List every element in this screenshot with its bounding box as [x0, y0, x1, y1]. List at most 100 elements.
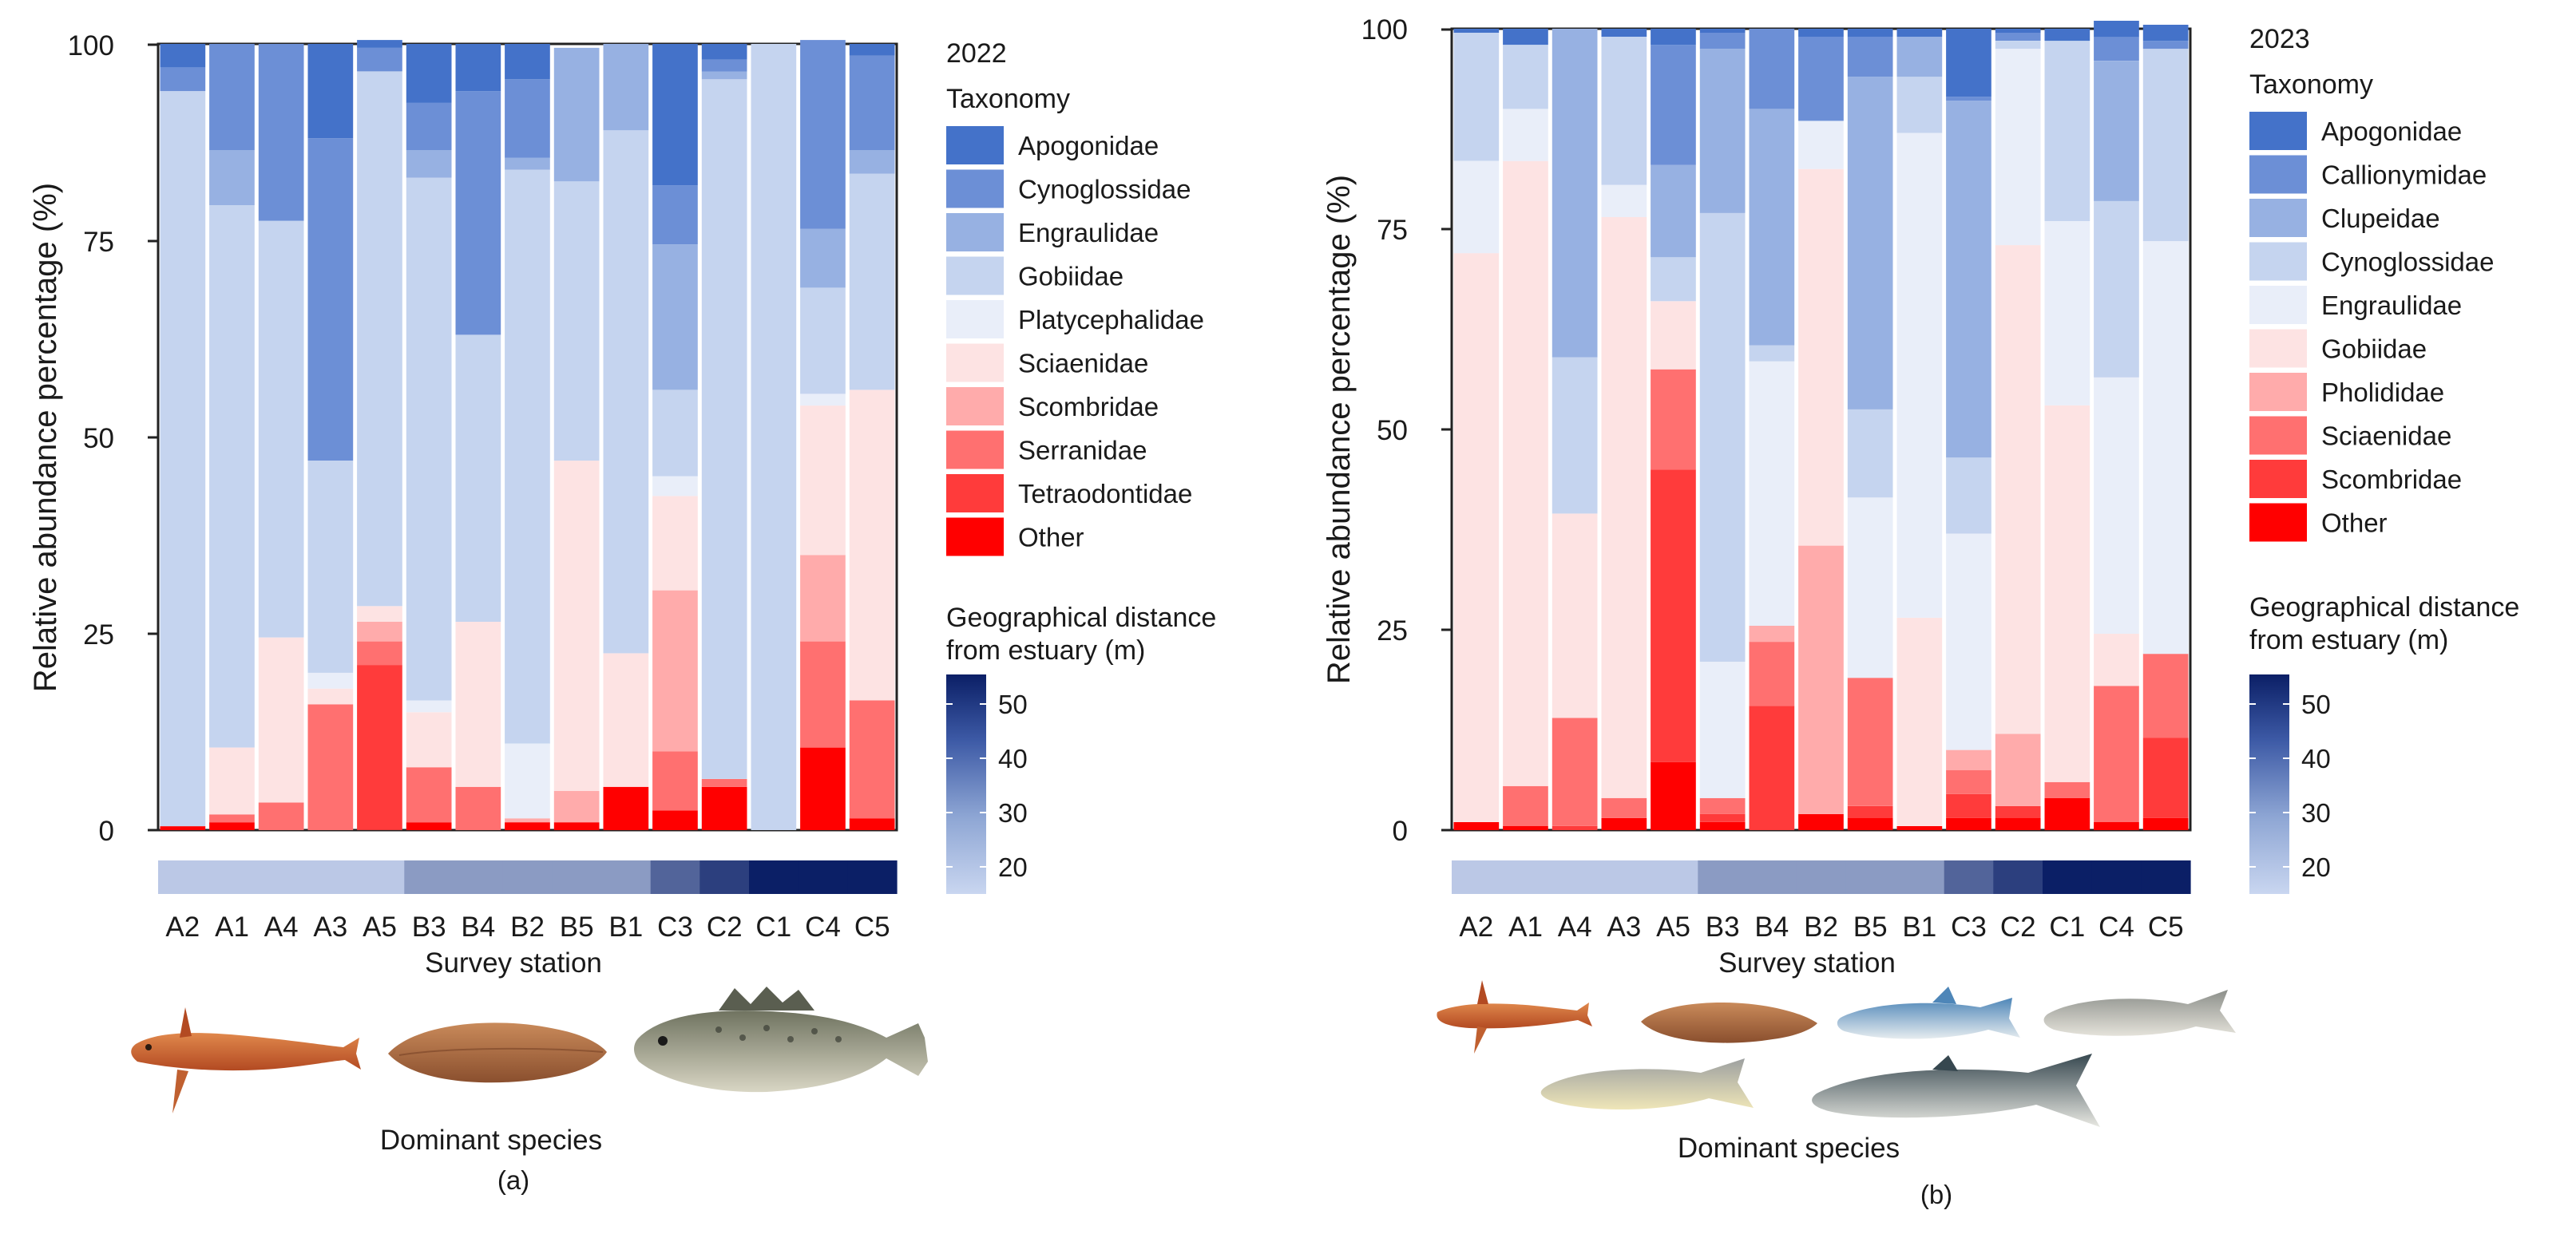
x-tick-label: C2 [2000, 912, 2036, 943]
y-tick-label: 25 [1377, 615, 1408, 647]
bar-segment-B2-engraulidae [1798, 121, 1844, 169]
legend-label-serranidae: Serranidae [1018, 436, 1147, 465]
y-tick-label: 50 [1377, 415, 1408, 446]
bar-segment-C5-other [849, 818, 895, 830]
bar-segment-C2-cynoglossidae [1995, 41, 2041, 49]
bar-segment-B2-pholididae [1798, 545, 1844, 814]
bar-segment-A1-cynoglossidae [1503, 45, 1548, 109]
bar-segment-C4-other [2094, 822, 2139, 830]
bar-segment-C2-gobiidae [1995, 245, 2041, 734]
bar-segment-A2-engraulidae [1453, 160, 1500, 254]
bar-segment-B5-engraulidae [553, 47, 600, 182]
legend-label-engraulidae: Engraulidae [2321, 291, 2462, 320]
bar-segment-B4-apogonidae [455, 44, 501, 92]
colorbar-tick-label: 30 [998, 798, 1028, 828]
x-tick-label: B5 [560, 912, 594, 943]
distance-cell-B1 [601, 860, 652, 894]
legend-label-sciaenidae: Sciaenidae [1018, 349, 1148, 378]
bar-segment-C5-engraulidae [2142, 241, 2189, 655]
bar-segment-C4-apogonidae [2094, 21, 2139, 38]
bar-segment-C4-serranidae [800, 641, 846, 748]
bar-segment-A5-serranidae [357, 641, 402, 666]
bar-segment-C2-gobiidae [701, 79, 747, 779]
bar-segment-B4-pholididae [1749, 626, 1795, 643]
legend-label-cynoglossidae: Cynoglossidae [2321, 247, 2494, 277]
legend-swatch-gobiidae [2249, 329, 2307, 368]
bar-segment-B4-scombridae [1749, 706, 1795, 830]
bar-segment-A3-engraulidae [1601, 184, 1647, 217]
bar-segment-C4-sciaenidae [800, 405, 846, 556]
legend-label-gobiidae: Gobiidae [1018, 262, 1124, 291]
bar-segment-C5-engraulidae [849, 150, 895, 174]
bar-segment-B3-engraulidae [406, 150, 452, 178]
bar-segment-B2-callionymidae [1798, 37, 1844, 121]
tonguefish-image [1641, 1003, 1817, 1043]
bar-segment-B2-apogonidae [1798, 29, 1844, 37]
bar-segment-C4-cynoglossidae [2094, 200, 2139, 378]
legend-label-other: Other [1018, 523, 1084, 552]
y-tick-label: 75 [83, 227, 114, 258]
colorbar-ticks: 20 30 40 50 [2249, 690, 2331, 882]
legend-swatch-cynoglossidae [946, 169, 1004, 208]
bar-segment-B3-apogonidae [406, 44, 452, 103]
bar-segment-C2-other [1995, 817, 2041, 830]
x-tick-label: B3 [1706, 912, 1740, 943]
bar-segment-C5-serranidae [849, 700, 895, 819]
x-tick-label: B5 [1853, 912, 1888, 943]
bar-segment-A4-sciaenidae [1552, 718, 1598, 826]
legend-label-engraulidae: Engraulidae [1018, 218, 1159, 247]
legend-year: 2022 [946, 38, 1007, 69]
bar-segment-B1-engraulidae [1896, 132, 1943, 618]
bar-segment-B1-engraulidae [603, 44, 649, 131]
bar-segment-B4-serranidae [455, 786, 501, 830]
bar-segment-C4-cynoglossidae [800, 40, 846, 229]
x-tick-label: C5 [2148, 912, 2184, 943]
bar-segment-C3-clupeidae [1946, 101, 1991, 458]
bar-segment-C3-callionymidae [1946, 97, 1991, 101]
x-tick-label: A1 [215, 912, 249, 943]
distance-cell-A2 [1452, 860, 1502, 894]
distance-cell-A2 [158, 860, 208, 894]
mackerel-image [1812, 1054, 2100, 1127]
bar-segment-A3-sciaenidae [307, 688, 354, 705]
x-tick-label: A3 [313, 912, 347, 943]
legend-swatch-callionymidae [2249, 155, 2307, 194]
legend-swatch-gobiidae [946, 256, 1004, 295]
distance-cell-A3 [1599, 860, 1650, 894]
bar-segment-B3-cynoglossidae [406, 102, 452, 150]
bar-segment-A3-apogonidae [307, 44, 354, 139]
legend-swatch-scombridae [2249, 460, 2307, 498]
bar-segment-B4-gobiidae [455, 334, 501, 622]
bar-segment-C5-other [2142, 817, 2189, 830]
bar-segment-B1-apogonidae [1896, 29, 1943, 37]
panel-a: 0 25 50 75 100 Relative abundance percen… [28, 30, 1216, 1195]
bar-segment-A3-gobiidae [1601, 216, 1647, 798]
bar-segment-A5-gobiidae [357, 71, 402, 607]
legend-swatch-other [2249, 503, 2307, 542]
clupeid-image [1837, 987, 2020, 1039]
bar-segment-B4-clupeidae [1749, 109, 1795, 346]
bar-segment-B2-other [505, 822, 550, 830]
bar-segment-B4-sciaenidae [455, 622, 501, 787]
bar-segment-A3-apogonidae [1601, 29, 1647, 37]
bar-segment-A4-cynoglossidae [258, 44, 304, 221]
bar-segment-C3-other [1946, 817, 1991, 830]
x-tick-label: B2 [510, 912, 545, 943]
bar-segment-C2-engraulidae [1995, 49, 2041, 246]
bar-segment-C1-apogonidae [2044, 29, 2091, 42]
bar-segment-C2-scombridae [1995, 805, 2041, 818]
bar-segment-B4-sciaenidae [1749, 642, 1795, 706]
bar-segment-B3-platycephalidae [406, 700, 452, 713]
bar-segment-B4-cynoglossidae [455, 91, 501, 335]
colorbar-tick-label: 20 [2301, 852, 2331, 882]
dominant-species-images [1437, 980, 2236, 1127]
legend-label-clupeidae: Clupeidae [2321, 204, 2440, 233]
legend-label-callionymidae: Callionymidae [2321, 160, 2487, 190]
x-tick-label: B3 [412, 912, 446, 943]
bar-segment-B5-other [553, 822, 600, 830]
bar-segment-B3-scombridae [1699, 813, 1746, 822]
bar-segment-C4-engraulidae [2094, 377, 2139, 634]
bar-segment-A5-scombridae [357, 622, 402, 642]
bar-segment-A1-gobiidae [209, 204, 255, 748]
legend-swatch-cynoglossidae [2249, 242, 2307, 281]
